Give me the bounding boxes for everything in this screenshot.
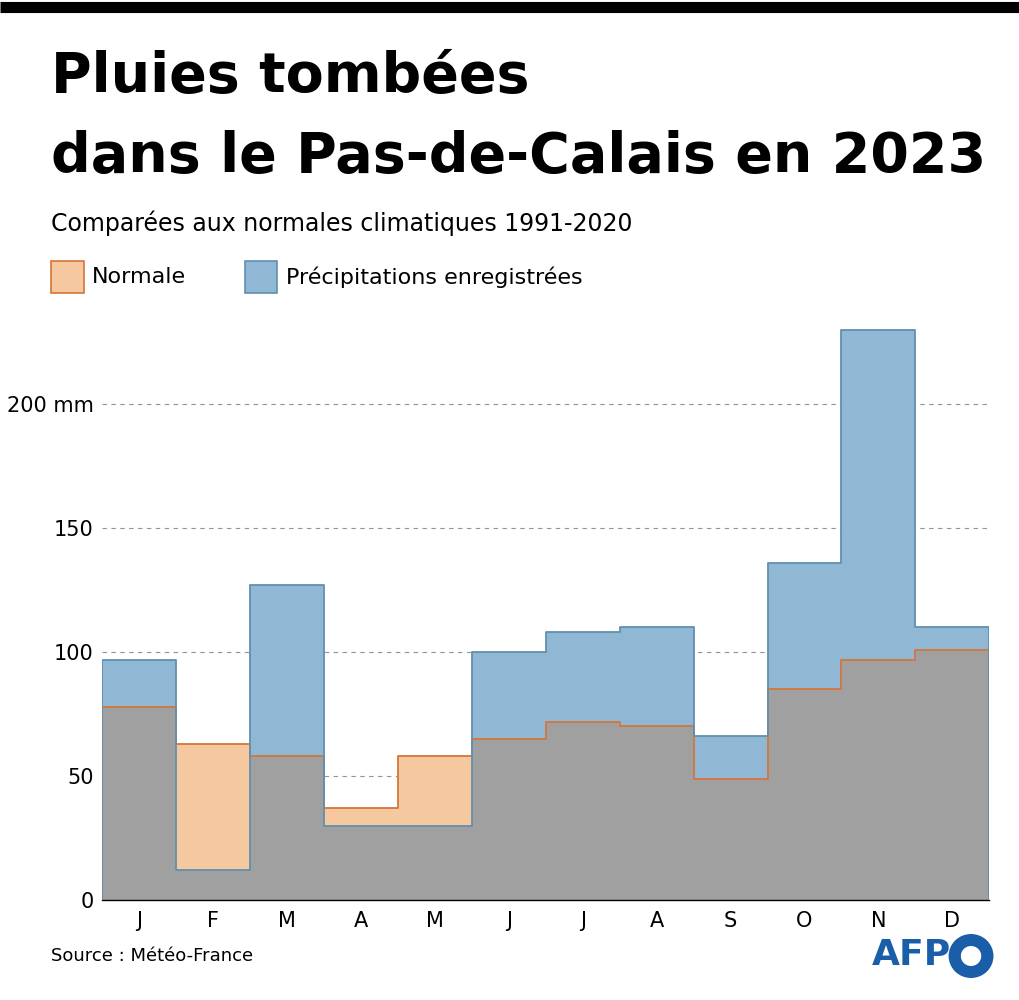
Bar [250, 585, 324, 756]
Bar [324, 826, 397, 900]
Bar [397, 756, 471, 826]
Text: AFP: AFP [871, 938, 951, 972]
Bar [915, 627, 988, 650]
Bar [841, 330, 915, 660]
Bar [693, 779, 767, 900]
Bar [250, 756, 324, 900]
Bar [102, 660, 176, 707]
Text: dans le Pas-de-Calais en 2023: dans le Pas-de-Calais en 2023 [51, 130, 985, 184]
Bar [620, 726, 693, 900]
Text: Normale: Normale [92, 267, 185, 287]
Bar [472, 739, 545, 900]
Bar [176, 744, 250, 870]
Text: Pluies tombées: Pluies tombées [51, 50, 529, 104]
Text: Précipitations enregistrées: Précipitations enregistrées [285, 266, 582, 288]
Bar [397, 826, 471, 900]
Bar [545, 632, 620, 722]
Bar [620, 627, 693, 726]
Bar [102, 707, 176, 900]
Bar [841, 660, 915, 900]
Bar [324, 808, 397, 826]
Bar [693, 736, 767, 779]
Text: Source : Météo-France: Source : Météo-France [51, 947, 253, 965]
Bar [545, 722, 620, 900]
Bar [767, 563, 841, 689]
Bar [915, 650, 988, 900]
Bar [767, 689, 841, 900]
Bar [472, 652, 545, 739]
Text: Comparées aux normales climatiques 1991-2020: Comparées aux normales climatiques 1991-… [51, 210, 632, 235]
Bar [176, 870, 250, 900]
